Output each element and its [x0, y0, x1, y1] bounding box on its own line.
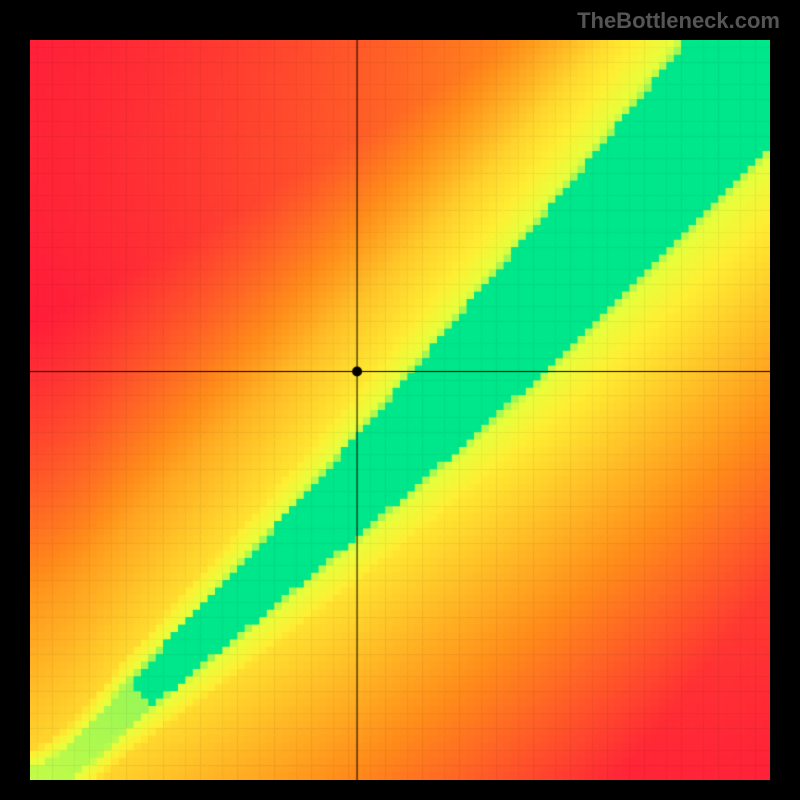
chart-container: TheBottleneck.com — [0, 0, 800, 800]
heatmap-plot — [30, 40, 770, 780]
heatmap-canvas — [30, 40, 770, 780]
watermark-text: TheBottleneck.com — [577, 8, 780, 34]
